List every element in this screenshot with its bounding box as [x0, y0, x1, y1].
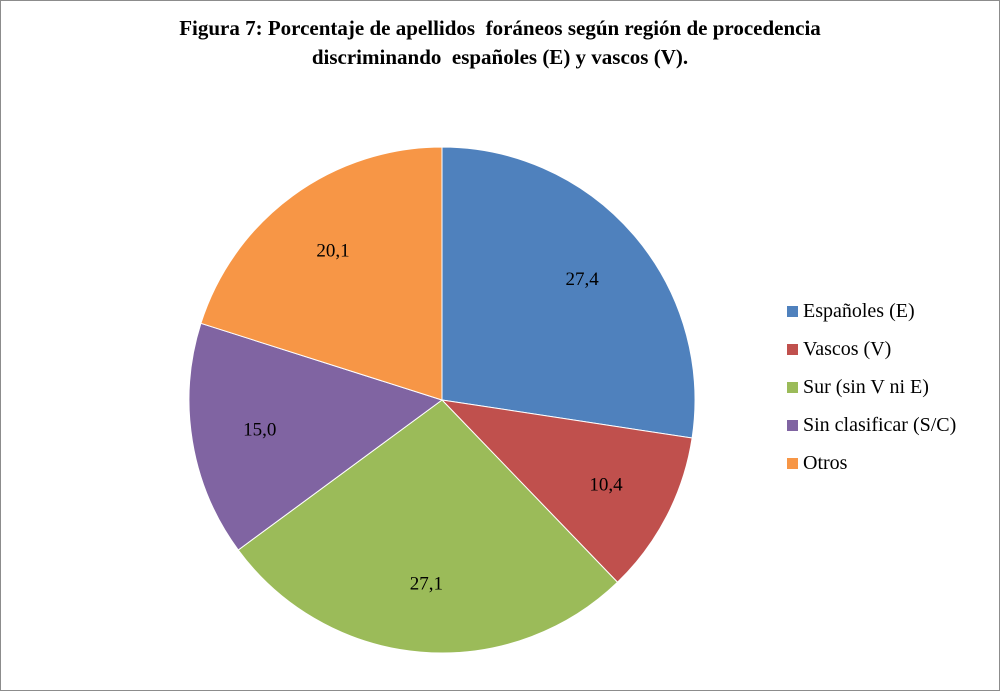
chart-title: Figura 7: Porcentaje de apellidos foráne…	[0, 14, 1000, 72]
legend-label: Vascos (V)	[803, 337, 892, 360]
legend-swatch	[787, 419, 798, 431]
legend-item: Sin clasificar (S/C)	[787, 406, 956, 444]
pie-slice-1	[441, 146, 696, 439]
data-label-1: 27,4	[565, 269, 599, 290]
legend-label: Sin clasificar (S/C)	[803, 413, 957, 436]
chart-title-line-1: Figura 7: Porcentaje de apellidos foráne…	[179, 16, 821, 40]
data-label-4: 15,0	[243, 420, 276, 441]
legend-item: Españoles (E)	[787, 292, 956, 330]
pie-slice-5	[200, 146, 443, 401]
legend-item: Sur (sin V ni E)	[787, 368, 956, 406]
legend: Españoles (E) Vascos (V) Sur (sin V ni E) S…	[787, 292, 956, 482]
legend-swatch	[787, 381, 798, 393]
legend-swatch	[787, 305, 798, 317]
pie-slice-3	[237, 399, 619, 654]
data-label-5: 20,1	[316, 240, 349, 261]
legend-label: Otros	[803, 451, 848, 474]
pie-slice-2	[440, 399, 693, 583]
legend-swatch	[787, 343, 798, 355]
legend-label: Españoles (E)	[803, 299, 915, 322]
data-label-2: 10,4	[589, 474, 623, 495]
data-label-3: 27,1	[410, 574, 443, 595]
legend-label: Sur (sin V ni E)	[803, 375, 929, 398]
legend-item: Vascos (V)	[787, 330, 956, 368]
legend-item: Otros	[787, 444, 956, 482]
legend-swatch	[787, 457, 798, 469]
chart-title-line-2: discriminando españoles (E) y vascos (V)…	[311, 45, 689, 69]
